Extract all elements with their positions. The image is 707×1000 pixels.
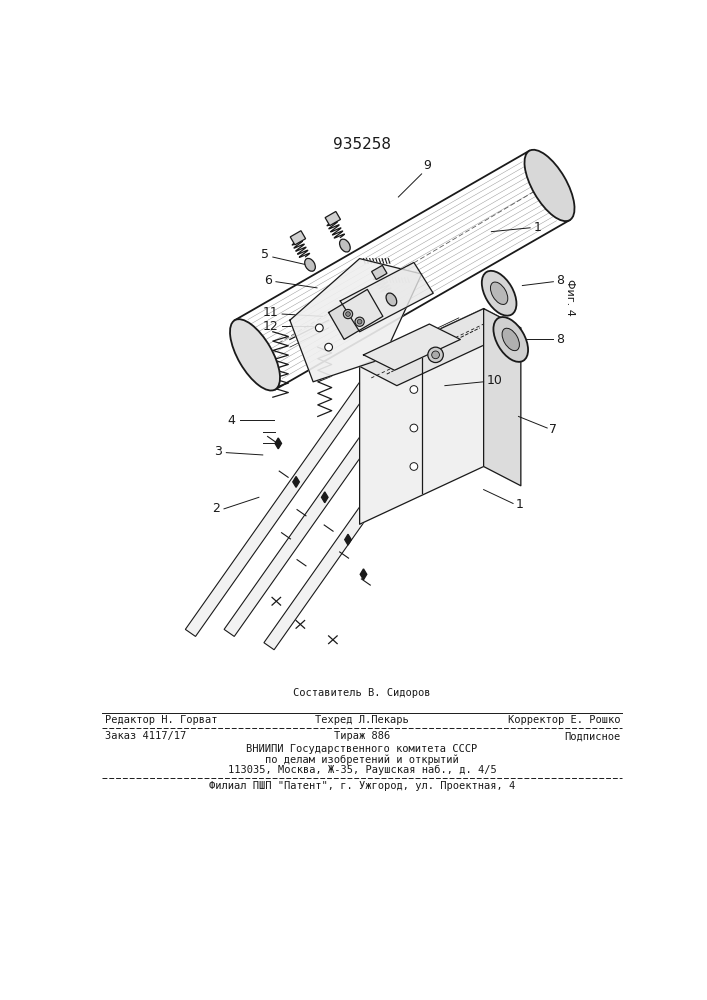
Polygon shape [360,309,521,386]
Text: Составитель В. Сидоров: Составитель В. Сидоров [293,688,431,698]
Polygon shape [329,289,383,339]
Text: Редактор Н. Горват: Редактор Н. Горват [105,715,218,725]
Polygon shape [185,358,387,636]
Text: по делам изобретений и открытий: по делам изобретений и открытий [265,754,459,765]
Polygon shape [264,353,479,650]
Polygon shape [322,492,328,503]
Ellipse shape [502,328,520,351]
Text: Тираж 886: Тираж 886 [334,731,390,741]
Text: 6: 6 [264,274,272,287]
Text: 1: 1 [515,498,523,512]
Circle shape [344,309,353,319]
Circle shape [346,312,351,316]
Text: Техред Л.Пекарь: Техред Л.Пекарь [315,715,409,725]
Text: 11: 11 [262,306,279,319]
Bar [325,211,341,226]
Bar [291,231,305,245]
Ellipse shape [339,239,350,252]
Circle shape [357,319,362,324]
Circle shape [410,386,418,393]
Ellipse shape [525,150,575,221]
Text: 113035, Москва, Ж-35, Раушская наб., д. 4/5: 113035, Москва, Ж-35, Раушская наб., д. … [228,765,496,775]
Text: 3: 3 [215,445,223,458]
Circle shape [410,424,418,432]
Polygon shape [290,259,421,382]
Text: 7: 7 [549,423,558,436]
Polygon shape [224,358,426,636]
Polygon shape [340,262,433,332]
Text: Фиг. 4: Фиг. 4 [565,279,575,316]
Polygon shape [360,309,484,524]
Circle shape [410,463,418,470]
Polygon shape [275,438,281,449]
Text: 10: 10 [486,374,503,387]
Ellipse shape [481,271,516,316]
Text: Филиал ПШП "Патент", г. Ужгород, ул. Проектная, 4: Филиал ПШП "Патент", г. Ужгород, ул. Про… [209,781,515,791]
Text: 8: 8 [556,274,564,287]
Polygon shape [361,569,367,580]
Text: Подписное: Подписное [565,731,621,741]
Text: 8: 8 [556,333,564,346]
Ellipse shape [230,319,280,391]
Ellipse shape [305,258,315,271]
Circle shape [355,317,364,326]
Text: 12: 12 [262,320,279,333]
Text: 935258: 935258 [333,137,391,152]
Text: 9: 9 [423,159,431,172]
Polygon shape [484,309,521,486]
Polygon shape [345,534,351,545]
Circle shape [432,351,440,359]
Text: Корректор Е. Рошко: Корректор Е. Рошко [508,715,621,725]
Circle shape [428,347,443,363]
Circle shape [325,343,332,351]
Ellipse shape [386,293,397,306]
Text: 2: 2 [212,502,220,515]
Text: 5: 5 [261,248,269,261]
Polygon shape [363,324,460,370]
Circle shape [315,324,323,332]
Text: 1: 1 [534,221,542,234]
Text: ВНИИПИ Государственного комитета СССР: ВНИИПИ Государственного комитета СССР [246,744,477,754]
Bar [372,265,387,280]
Text: Заказ 4117/17: Заказ 4117/17 [105,731,187,741]
Ellipse shape [491,282,508,304]
Ellipse shape [493,317,528,362]
Polygon shape [293,477,299,487]
Text: 4: 4 [228,414,235,427]
